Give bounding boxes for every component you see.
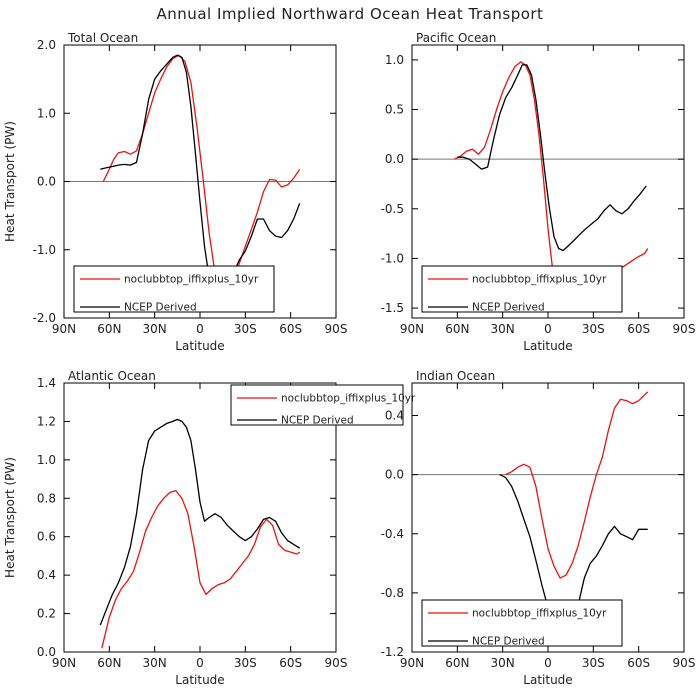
x-tick-label: 0 [196, 322, 204, 336]
y-tick-label: -1.0 [33, 243, 56, 257]
series-line-model [505, 391, 649, 579]
panel-title: Atlantic Ocean [68, 369, 156, 383]
panel-atlantic-ocean: Atlantic Ocean 90N 60N 30N 0 30S 60S 90S 0.0 0.2 0… [3, 369, 416, 687]
series-line-ncep [100, 54, 301, 295]
x-tick-label: 30N [143, 322, 167, 336]
x-tick-label: 90S [325, 322, 348, 336]
legend-label-model: noclubbtop_iffixplus_10yr [124, 274, 259, 286]
y-tick-label: 1.0 [37, 106, 56, 120]
y-tick-label: 0.4 [385, 409, 404, 423]
x-tick-label: 0 [544, 656, 552, 670]
x-tick-label: 90N [400, 322, 424, 336]
y-tick-label: 0.0 [37, 175, 56, 189]
series-line-model [102, 54, 301, 300]
y-tick-label: 0.8 [37, 491, 56, 505]
x-tick-label: 60N [445, 322, 469, 336]
y-tick-label: 0.5 [385, 103, 404, 117]
plot-frame [63, 382, 337, 653]
x-tick-label: 0 [544, 322, 552, 336]
legend: noclubbtop_iffixplus_10yr NCEP Derived [421, 599, 623, 648]
plot-frame [63, 44, 337, 319]
x-tick-label: 90S [673, 656, 696, 670]
x-tick-label: 60S [279, 656, 302, 670]
x-tick-label: 30S [582, 656, 605, 670]
legend-label-ncep: NCEP Derived [472, 302, 545, 314]
legend-box [421, 265, 623, 313]
x-tick-label: 90S [673, 322, 696, 336]
legend-label-ncep: NCEP Derived [281, 415, 354, 427]
x-tick-label: 60N [97, 656, 121, 670]
plot-frame [411, 44, 685, 319]
x-tick-label: 30S [234, 322, 257, 336]
legend-label-model: noclubbtop_iffixplus_10yr [472, 608, 607, 620]
x-tick-label: 60N [445, 656, 469, 670]
y-axis-label: Heat Transport (PW) [3, 457, 17, 578]
y-axis-label: Heat Transport (PW) [3, 121, 17, 242]
legend-box [421, 599, 623, 647]
x-axis-label: Latitude [523, 339, 572, 353]
y-tick-label: 1.0 [385, 53, 404, 67]
legend-label-ncep: NCEP Derived [472, 636, 545, 648]
y-tick-label: 1.2 [37, 414, 56, 428]
x-tick-label: 90S [325, 656, 348, 670]
series-line-ncep [457, 64, 647, 252]
x-tick-label: 60N [97, 322, 121, 336]
y-tick-label: -1.0 [381, 251, 404, 265]
legend: noclubbtop_iffixplus_10yr NCEP Derived [230, 384, 416, 427]
legend: noclubbtop_iffixplus_10yr NCEP Derived [73, 265, 275, 314]
x-axis-label: Latitude [175, 339, 224, 353]
panel-total-ocean: Total Ocean 90N 60N 30N 0 30S 60S 90S -2.0 -1.0 0.… [3, 31, 347, 353]
panel-title: Pacific Ocean [416, 31, 496, 45]
x-axis-label: Latitude [523, 673, 572, 687]
legend-box [73, 265, 275, 313]
y-tick-label: -0.5 [381, 202, 404, 216]
x-axis-label: Latitude [175, 673, 224, 687]
y-tick-label: 0.0 [385, 152, 404, 166]
y-tick-label: -1.2 [381, 645, 404, 659]
series-line-model [101, 489, 301, 649]
panel-indian-ocean: Indian Ocean 90N 60N 30N 0 30S 60S 90S -1.2 -0.8 -… [381, 369, 696, 687]
legend: noclubbtop_iffixplus_10yr NCEP Derived [421, 265, 623, 314]
series-line-ncep [99, 418, 301, 626]
x-tick-label: 60S [627, 322, 650, 336]
y-tick-label: -1.5 [381, 301, 404, 315]
y-tick-label: 0.0 [37, 645, 56, 659]
y-tick-label: -0.8 [381, 586, 404, 600]
x-tick-label: 60S [279, 322, 302, 336]
series-line-model [454, 61, 649, 297]
x-tick-label: 30S [582, 322, 605, 336]
y-tick-label: -0.4 [381, 527, 404, 541]
x-tick-label: 30N [491, 322, 515, 336]
legend-box [230, 384, 404, 426]
y-tick-label: 2.0 [37, 38, 56, 52]
panel-title: Indian Ocean [416, 369, 495, 383]
panels: Total Ocean 90N 60N 30N 0 30S 60S 90S -2.0 -1.0 0.… [3, 31, 695, 687]
legend-label-model: noclubbtop_iffixplus_10yr [472, 274, 607, 286]
x-tick-label: 30N [491, 656, 515, 670]
x-tick-label: 0 [196, 656, 204, 670]
x-tick-label: 30S [234, 656, 257, 670]
x-tick-label: 30N [143, 656, 167, 670]
panel-title: Total Ocean [67, 31, 138, 45]
x-tick-label: 60S [627, 656, 650, 670]
panel-pacific-ocean: Pacific Ocean 90N 60N 30N 0 30S 60S 90S -1.5 -1.0… [381, 31, 696, 353]
y-tick-label: -2.0 [33, 311, 56, 325]
legend-label-model: noclubbtop_iffixplus_10yr [281, 393, 416, 405]
figure-title: Annual Implied Northward Ocean Heat Tran… [157, 5, 544, 23]
y-tick-label: 0.2 [37, 607, 56, 621]
plot-frame [411, 382, 685, 653]
y-tick-label: 1.0 [37, 453, 56, 467]
legend-label-ncep: NCEP Derived [124, 302, 197, 314]
x-tick-label: 90N [400, 656, 424, 670]
y-tick-label: 0.6 [37, 530, 56, 544]
y-tick-label: 0.0 [385, 468, 404, 482]
y-tick-label: 1.4 [37, 376, 56, 390]
x-tick-label: 90N [52, 322, 76, 336]
x-tick-label: 90N [52, 656, 76, 670]
y-tick-label: 0.4 [37, 568, 56, 582]
